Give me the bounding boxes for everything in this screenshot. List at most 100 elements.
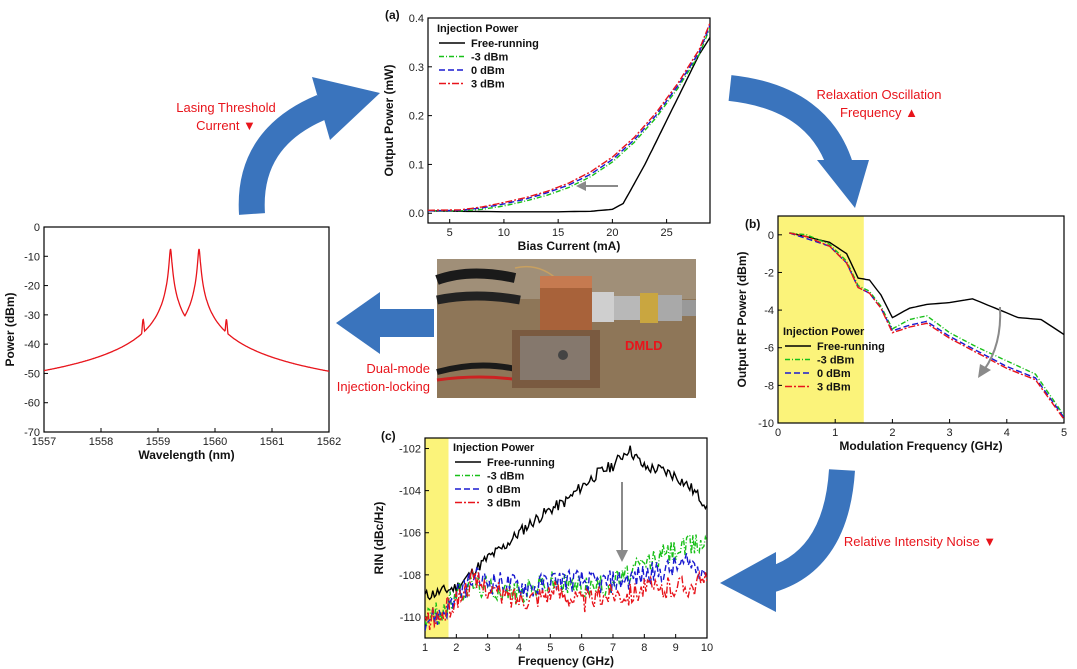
y-tick-label: -50 (24, 368, 40, 380)
x-axis-label: Modulation Frequency (GHz) (839, 439, 1002, 453)
y-tick-label: 0 (768, 230, 774, 242)
series-line-free-running (428, 38, 710, 212)
chart-panel-spectrum: 1557 1558 1559 1560 1561 1562 -70 -60 -50 -40 -30 -… (3, 222, 341, 462)
y-tick-label: -104 (399, 486, 421, 498)
lasing-threshold-text-2: Current ▼ (196, 118, 256, 133)
x-tick-label: 5 (547, 642, 553, 654)
series-group (425, 446, 707, 631)
legend-label: Free-running (471, 38, 539, 50)
legend-label: -3 dBm (817, 355, 855, 367)
y-tick-label: -108 (399, 570, 421, 582)
chart-panel-c: 1 2 3 4 5 6 7 8 9 10 -110 -108 -106 -104 -102 Frequency… (372, 429, 713, 668)
legend-label: 0 dBm (817, 368, 851, 380)
x-tick-label: 1 (422, 642, 428, 654)
series-group (44, 249, 329, 371)
panel-label: (c) (381, 429, 396, 443)
legend-label: 3 dBm (817, 382, 851, 394)
rin-arrow-head (616, 550, 628, 562)
y-tick-label: -70 (24, 427, 40, 439)
legend-label: 3 dBm (471, 79, 505, 91)
y-tick-label: -10 (24, 251, 40, 263)
legend-title: Injection Power (783, 326, 865, 338)
y-tick-label: -2 (764, 267, 774, 279)
x-tick-label: 3 (947, 427, 953, 439)
y-tick-label: -6 (764, 343, 774, 355)
x-tick-label: 15 (552, 227, 564, 239)
rin-text: Relative Intensity Noise ▼ (844, 534, 996, 549)
x-tick-label: 5 (1061, 427, 1067, 439)
y-tick-label: 0 (34, 222, 40, 234)
x-axis-label: Bias Current (mA) (518, 239, 621, 253)
y-tick-label: -40 (24, 339, 40, 351)
y-tick-label: -110 (400, 612, 421, 624)
y-tick-label: -30 (24, 310, 40, 322)
panel-label: (a) (385, 8, 400, 22)
x-tick-label: 4 (1004, 427, 1010, 439)
y-tick-label: -106 (399, 528, 421, 540)
legend-label: 0 dBm (471, 65, 505, 77)
x-tick-label: 1560 (203, 436, 227, 448)
lasing-threshold-text-1: Lasing Threshold (176, 100, 276, 115)
y-tick-label: -10 (758, 418, 774, 430)
panel-label: (b) (745, 217, 760, 231)
chart-panel-b: 0 1 2 3 4 5 -10 -8 -6 -4 -2 0 Modulation Frequency (… (735, 216, 1067, 453)
y-tick-label: 0.3 (409, 62, 424, 74)
legend-title: Injection Power (453, 442, 535, 454)
x-tick-label: 2 (889, 427, 895, 439)
x-tick-label: 10 (701, 642, 713, 654)
spectrum-line (44, 249, 329, 371)
device-photo: DMLD (437, 259, 696, 398)
x-tick-label: 3 (485, 642, 491, 654)
legend-label: 0 dBm (487, 484, 521, 496)
arrow-to-panel-c (720, 470, 842, 612)
x-tick-label: 1558 (89, 436, 113, 448)
relaxation-text-2: Frequency ▲ (840, 105, 918, 120)
relaxation-text-1: Relaxation Oscillation (816, 87, 941, 102)
trend-arrow-head (978, 364, 991, 378)
legend-label: Free-running (487, 457, 555, 469)
y-axis-label: Output Power (mW) (382, 65, 396, 177)
arrow-to-spectrum (336, 292, 434, 354)
x-tick-label: 2 (453, 642, 459, 654)
x-tick-label: 9 (673, 642, 679, 654)
x-tick-label: 8 (641, 642, 647, 654)
x-tick-label: 20 (606, 227, 618, 239)
y-axis-label: RIN (dBc/Hz) (372, 502, 386, 575)
device-label: DMLD (625, 338, 663, 353)
x-tick-label: 25 (660, 227, 672, 239)
y-tick-label: -102 (399, 444, 421, 456)
legend-label: 3 dBm (487, 498, 521, 510)
y-tick-label: 0.0 (409, 208, 424, 220)
legend-label: Free-running (817, 341, 885, 353)
y-tick-label: 0.4 (409, 13, 424, 25)
x-tick-label: 10 (498, 227, 510, 239)
legend-title: Injection Power (437, 23, 519, 35)
y-tick-label: 0.2 (409, 111, 424, 123)
arrow-to-panel-a (252, 77, 380, 214)
x-tick-label: 4 (516, 642, 522, 654)
x-tick-label: 5 (447, 227, 453, 239)
x-tick-label: 1561 (260, 436, 284, 448)
legend-label: -3 dBm (471, 52, 509, 64)
y-axis-label: Power (dBm) (3, 292, 17, 366)
legend: Injection Power Free-running -3 dBm0 dBm 3 … (453, 442, 555, 510)
x-axis-label: Wavelength (nm) (138, 448, 234, 462)
y-tick-label: -8 (764, 380, 774, 392)
plot-frame (44, 227, 329, 432)
legend-label: -3 dBm (487, 471, 525, 483)
plot-frame (425, 438, 707, 638)
y-tick-label: -60 (24, 398, 40, 410)
x-tick-label: 1559 (146, 436, 170, 448)
x-tick-label: 0 (775, 427, 781, 439)
dual-mode-text-1: Dual-mode (366, 361, 430, 376)
y-tick-label: -4 (764, 305, 774, 317)
y-tick-label: 0.1 (409, 159, 424, 171)
x-tick-label: 6 (579, 642, 585, 654)
chart-panel-a: 5 10 15 20 25 0.0 0.1 0.2 0.3 0.4 Bias Current (mA… (382, 8, 710, 253)
y-axis-label: Output RF Power (dBm) (735, 252, 749, 388)
dual-mode-text-2: Injection-locking (337, 379, 430, 394)
x-tick-label: 1 (832, 427, 838, 439)
x-axis-label: Frequency (GHz) (518, 654, 614, 668)
